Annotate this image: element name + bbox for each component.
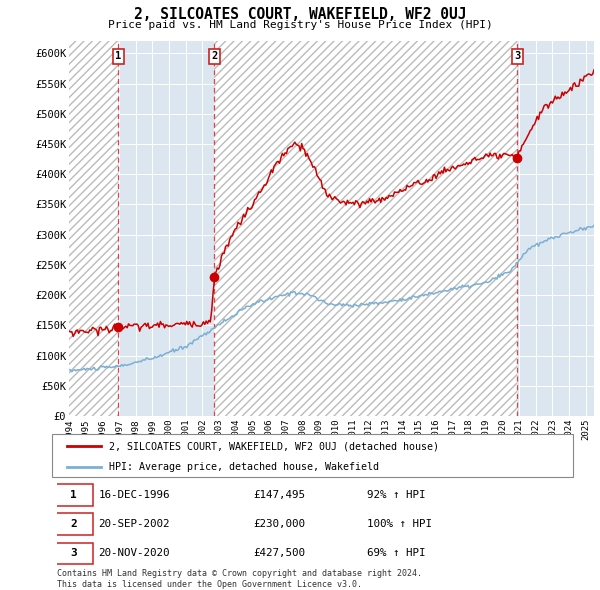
Bar [214, 41, 517, 416]
FancyBboxPatch shape [52, 434, 573, 477]
Text: £427,500: £427,500 [253, 549, 305, 558]
Text: 100% ↑ HPI: 100% ↑ HPI [367, 519, 431, 529]
Text: Contains HM Land Registry data © Crown copyright and database right 2024.
This d: Contains HM Land Registry data © Crown c… [57, 569, 422, 589]
Bar [69, 41, 118, 416]
FancyBboxPatch shape [55, 484, 93, 506]
Text: 3: 3 [70, 549, 77, 558]
Text: £230,000: £230,000 [253, 519, 305, 529]
Text: 2: 2 [70, 519, 77, 529]
FancyBboxPatch shape [55, 513, 93, 535]
Text: 69% ↑ HPI: 69% ↑ HPI [367, 549, 425, 558]
FancyBboxPatch shape [55, 543, 93, 564]
Text: 1: 1 [115, 51, 121, 61]
Text: HPI: Average price, detached house, Wakefield: HPI: Average price, detached house, Wake… [109, 463, 379, 473]
Text: 20-NOV-2020: 20-NOV-2020 [98, 549, 170, 558]
Text: 2, SILCOATES COURT, WAKEFIELD, WF2 0UJ: 2, SILCOATES COURT, WAKEFIELD, WF2 0UJ [134, 7, 466, 22]
Text: 20-SEP-2002: 20-SEP-2002 [98, 519, 170, 529]
Text: 16-DEC-1996: 16-DEC-1996 [98, 490, 170, 500]
Bar [214, 41, 517, 416]
Text: 1: 1 [70, 490, 77, 500]
Bar [69, 41, 118, 416]
Text: Price paid vs. HM Land Registry's House Price Index (HPI): Price paid vs. HM Land Registry's House … [107, 20, 493, 30]
Text: 2: 2 [211, 51, 217, 61]
Text: 3: 3 [514, 51, 520, 61]
Text: 2, SILCOATES COURT, WAKEFIELD, WF2 0UJ (detached house): 2, SILCOATES COURT, WAKEFIELD, WF2 0UJ (… [109, 441, 439, 451]
Text: £147,495: £147,495 [253, 490, 305, 500]
Text: 92% ↑ HPI: 92% ↑ HPI [367, 490, 425, 500]
